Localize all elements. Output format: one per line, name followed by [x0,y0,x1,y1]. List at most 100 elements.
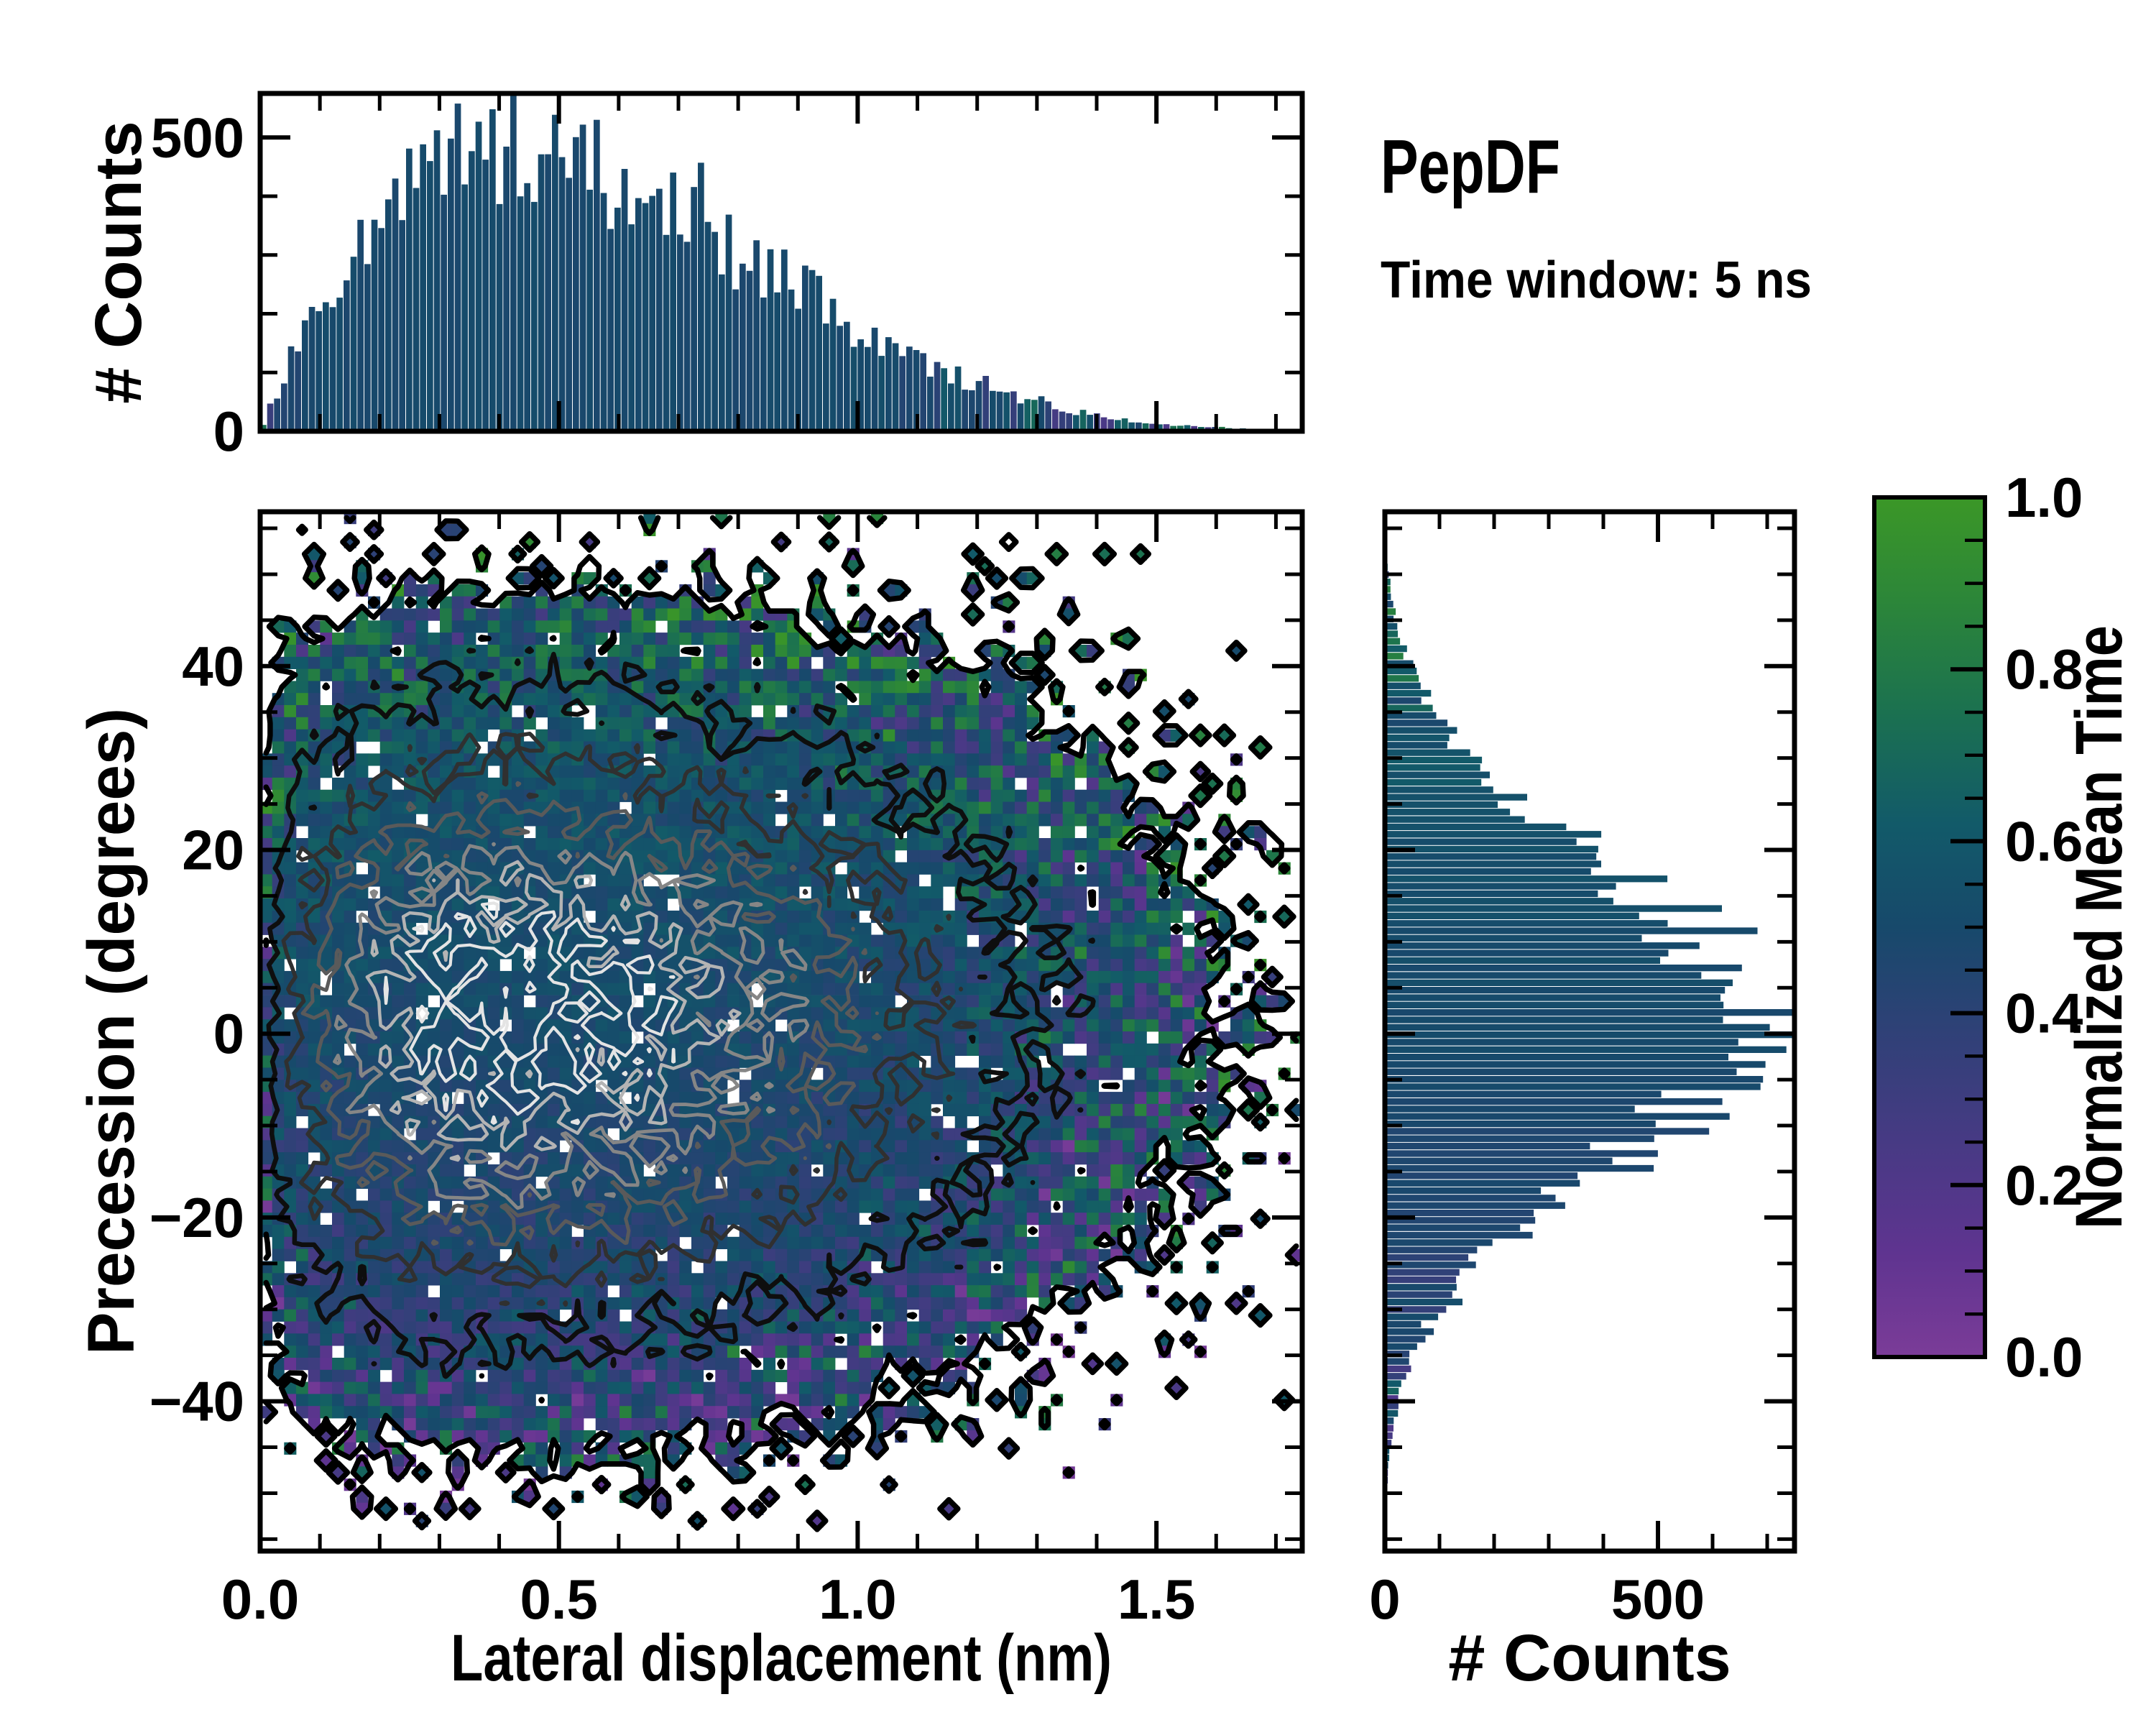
heatmap-cell [703,1164,716,1177]
heatmap-cell [1062,814,1075,827]
heatmap-cell [859,1285,872,1298]
heatmap-cell [392,620,405,633]
heatmap-cell [1110,1007,1123,1020]
heatmap-cell [895,898,908,911]
heatmap-cell [751,753,764,766]
heatmap-cell [679,632,692,645]
heatmap-cell [1170,995,1183,1008]
heatmap-cell [464,656,476,669]
heatmap-cell [1051,826,1064,839]
heatmap-cell [415,1418,428,1431]
heatmap-cell [476,1285,489,1298]
heatmap-cell [859,1128,872,1141]
heatmap-cell [392,1140,405,1153]
heatmap-cell [739,1248,752,1261]
heatmap-cell [967,717,980,730]
heatmap-cell [954,693,967,706]
top-hist-bar [295,351,301,431]
heatmap-cell [643,741,656,754]
heatmap-cell [512,983,525,995]
heatmap-cell [799,705,812,718]
heatmap-cell [655,632,668,645]
heatmap-cell [1098,995,1111,1008]
heatmap-cell [954,1116,967,1128]
heatmap-cell [404,645,417,658]
heatmap-cell [895,1176,908,1189]
heatmap-cell [811,1394,824,1407]
heatmap-cell [1110,934,1123,947]
heatmap-cell [715,1309,728,1322]
heatmap-cell [548,1285,561,1298]
heatmap-cell [499,681,512,694]
heatmap-cell [415,1309,428,1322]
heatmap-cell [1038,789,1051,802]
heatmap-cell [559,741,572,754]
heatmap-cell [415,632,428,645]
heatmap-cell [631,632,644,645]
heatmap-cell [727,1055,740,1068]
heatmap-cell [871,1176,884,1189]
heatmap-cell [379,1394,392,1407]
heatmap-cell [619,608,632,621]
heatmap-cell [1098,1152,1111,1165]
heatmap-cell [415,596,428,609]
heatmap-cell [667,1261,680,1274]
heatmap-cell [1123,1019,1135,1032]
heatmap-cell [1146,1092,1159,1105]
heatmap-cell [392,874,405,887]
heatmap-cell [379,1381,392,1394]
heatmap-cell [1098,947,1111,960]
top-hist-bar [538,154,545,431]
heatmap-cell [1134,934,1147,947]
heatmap-cell [727,886,740,899]
heatmap-cell [440,717,453,730]
top-hist-bar [1031,400,1038,431]
heatmap-cell [727,983,740,995]
heatmap-cell [1087,1116,1100,1128]
heatmap-cell [918,850,931,862]
heatmap-cell [1062,1248,1075,1261]
heatmap-cell [1110,898,1123,911]
heatmap-cell [1074,1273,1087,1286]
heatmap-cell [548,681,561,694]
heatmap-cell [548,620,561,633]
heatmap-cell [392,753,405,766]
heatmap-cell [1194,1188,1207,1201]
heatmap-cell [607,705,620,718]
joint-heatmap-cells [260,512,1302,1527]
heatmap-cell [835,1381,848,1394]
heatmap-cell [751,1248,764,1261]
heatmap-cell [1123,1128,1135,1141]
heatmap-cell [667,632,680,645]
heatmap-cell [1026,959,1039,972]
heatmap-cell [967,983,980,995]
heatmap-cell [1098,1067,1111,1080]
heatmap-cell [535,947,548,960]
top-hist-bar [385,199,392,431]
heatmap-cell [415,1176,428,1189]
heatmap-cell [559,777,572,791]
heatmap-cell [1194,959,1207,972]
heatmap-cell [308,717,321,730]
heatmap-cell [631,1225,644,1238]
heatmap-cell [990,1309,1003,1322]
heatmap-cell [871,741,884,754]
heatmap-cell [595,874,608,887]
heatmap-cell [943,1346,956,1358]
heatmap-cell [918,1346,931,1358]
heatmap-cell [763,668,776,681]
heatmap-cell [859,1297,872,1310]
heatmap-cell [296,1152,309,1165]
heatmap-cell [379,1213,392,1225]
heatmap-cell [1051,1128,1064,1141]
heatmap-cell [655,1406,668,1419]
heatmap-cell [404,1103,417,1117]
heatmap-cell [763,1188,776,1201]
heatmap-cell [847,789,860,802]
heatmap-cell [308,681,321,694]
heatmap-cell [990,1225,1003,1238]
heatmap-cell [415,1225,428,1238]
heatmap-cell [1074,910,1087,924]
heatmap-cell [895,1309,908,1322]
heatmap-cell [296,947,309,960]
